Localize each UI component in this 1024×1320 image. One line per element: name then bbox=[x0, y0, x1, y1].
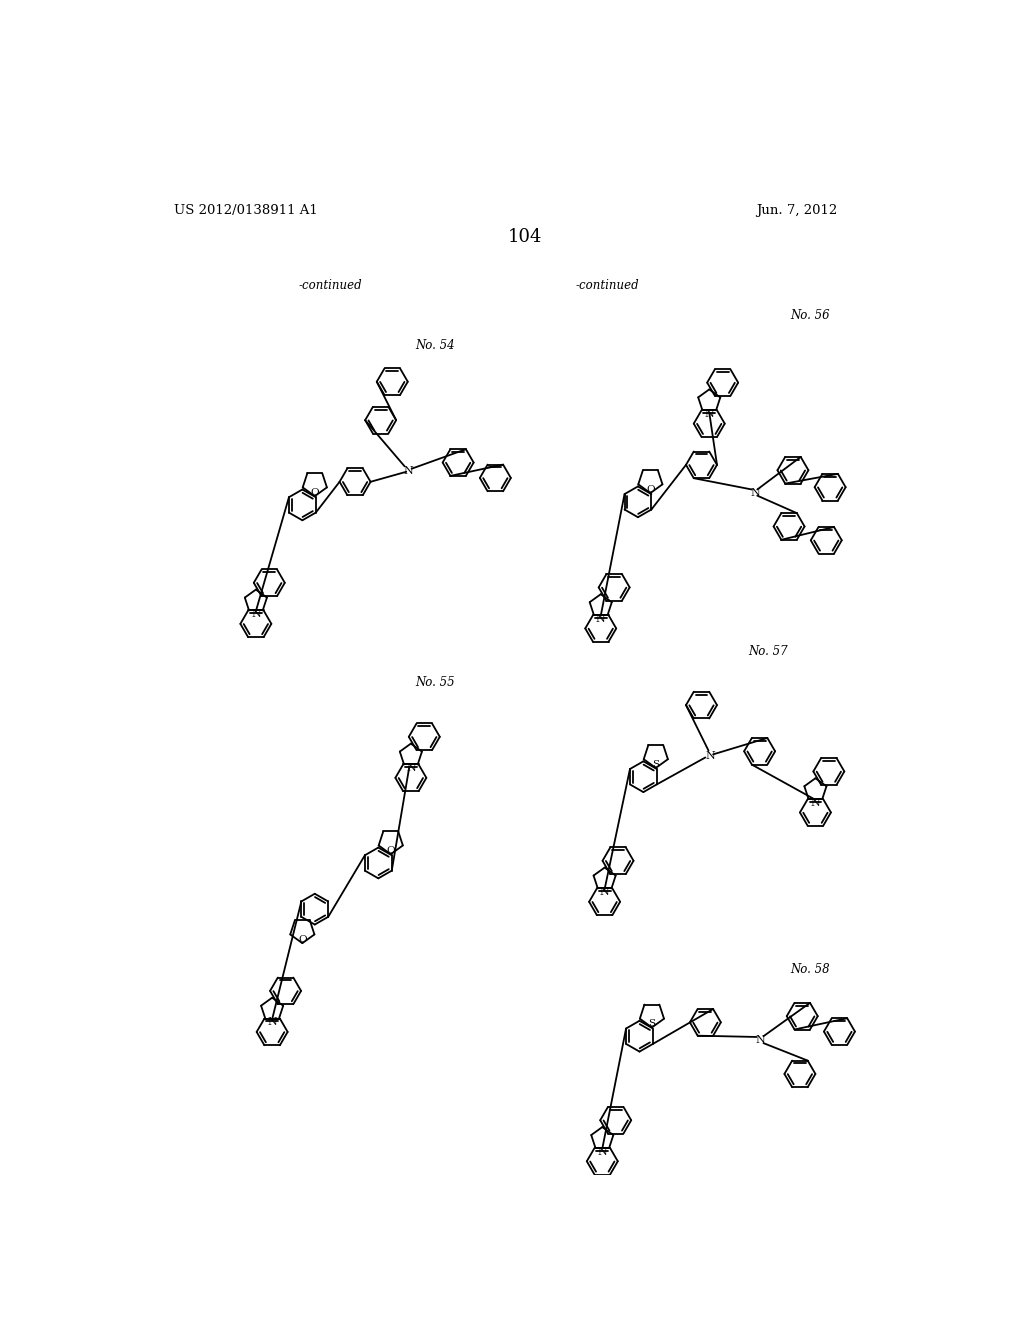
Text: S: S bbox=[652, 759, 659, 768]
Text: -continued: -continued bbox=[575, 280, 640, 292]
Text: O: O bbox=[310, 488, 319, 496]
Text: No. 57: No. 57 bbox=[748, 645, 787, 659]
Text: N: N bbox=[251, 610, 261, 619]
Text: S: S bbox=[648, 1019, 655, 1028]
Text: N: N bbox=[600, 887, 609, 898]
Text: O: O bbox=[386, 846, 395, 855]
Text: O: O bbox=[298, 935, 306, 944]
Text: N: N bbox=[705, 409, 714, 418]
Text: No. 54: No. 54 bbox=[415, 339, 455, 352]
Text: N: N bbox=[597, 1147, 607, 1156]
Text: US 2012/0138911 A1: US 2012/0138911 A1 bbox=[174, 203, 318, 216]
Text: N: N bbox=[751, 487, 760, 498]
Text: N: N bbox=[706, 751, 715, 760]
Text: O: O bbox=[646, 484, 654, 494]
Text: N: N bbox=[267, 1018, 278, 1027]
Text: 104: 104 bbox=[508, 227, 542, 246]
Text: N: N bbox=[403, 466, 414, 477]
Text: No. 58: No. 58 bbox=[791, 964, 830, 975]
Text: N: N bbox=[756, 1035, 765, 1045]
Text: N: N bbox=[406, 763, 416, 774]
Text: -continued: -continued bbox=[299, 280, 362, 292]
Text: N: N bbox=[596, 614, 605, 624]
Text: N: N bbox=[811, 797, 820, 808]
Text: Jun. 7, 2012: Jun. 7, 2012 bbox=[756, 203, 837, 216]
Text: No. 56: No. 56 bbox=[791, 309, 830, 322]
Text: No. 55: No. 55 bbox=[415, 676, 455, 689]
